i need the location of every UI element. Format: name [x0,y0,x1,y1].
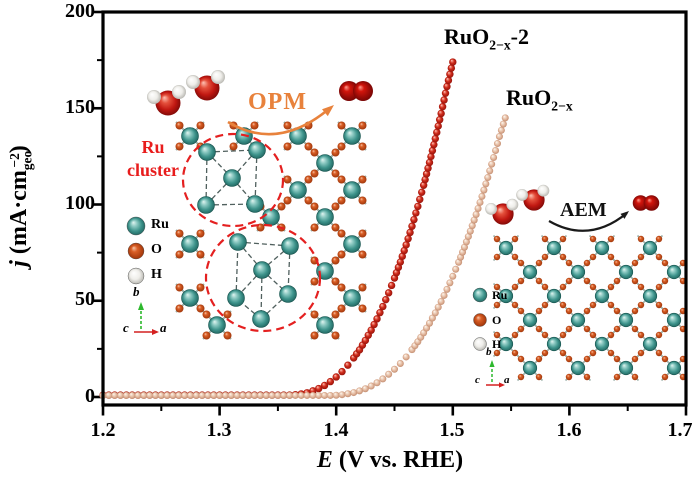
legend-spheres-left [126,216,146,285]
x-tick-1.6: 1.6 [556,419,582,441]
y-tick-100: 100 [65,192,95,214]
legend-spheres-right [472,287,488,351]
aem-label: AEM [560,199,607,221]
crystal-axes-left [134,302,159,335]
x-axis-title: E (V vs. RHE) [316,447,464,473]
x-tick-1.5: 1.5 [439,419,465,441]
ru-cluster-label-line1: Ru [141,137,165,157]
ru-cluster-spheres [197,141,299,328]
water-molecule-icon [186,70,225,101]
x-tick-1.7: 1.7 [667,419,693,441]
legend-h-right: H [492,337,502,351]
y-tick-50: 50 [75,288,95,310]
opm-label: OPM [248,89,307,115]
ru-cluster-dashed-circles [181,132,322,333]
water-molecule-icon [516,184,550,211]
x-tick-1.4: 1.4 [323,419,349,441]
series-label-ruo2x: RuO2−x [506,85,573,114]
data-series-markers [99,58,509,399]
ruo2x2-lattice-illustration [175,121,367,340]
axis-c-right: c [475,374,480,386]
plot-frame [101,10,688,407]
ru-cluster-label: Ru cluster [108,136,198,182]
legend-ru-right: Ru [492,288,508,302]
axis-a-right: a [504,374,510,386]
legend-o-right: O [492,313,502,327]
y-tick-150: 150 [65,96,95,118]
water-molecule-icon [485,198,519,225]
x-tick-1.3: 1.3 [206,419,232,441]
aem-arrow-icon [548,211,629,232]
legend-o-left: O [151,242,162,257]
ruo2x-lattice-illustration [492,234,688,382]
axis-b-left: b [133,284,140,299]
legend-ru-left: Ru [151,217,169,232]
oxygen-molecule-icon [339,81,373,101]
ru-cluster-label-line2: cluster [127,160,179,180]
axis-a-left: a [160,320,167,335]
x-tick-1.2: 1.2 [90,419,116,441]
y-tick-200: 200 [65,0,95,22]
ru-cluster-atoms [205,149,291,320]
water-molecule-icon [147,85,186,116]
y-tick-0: 0 [85,385,95,407]
axis-b-right: b [486,346,492,358]
legend-h-left: H [151,267,162,282]
series-label-ruo2x-2: RuO2−x-2 [444,24,529,53]
crystal-axes-right [486,360,505,388]
y-axis-title: j (mA·cmgeo−2) [6,145,35,267]
axis-c-left: c [123,320,129,335]
opm-arrow-icon [227,105,334,136]
oxygen-molecule-icon [632,195,660,211]
